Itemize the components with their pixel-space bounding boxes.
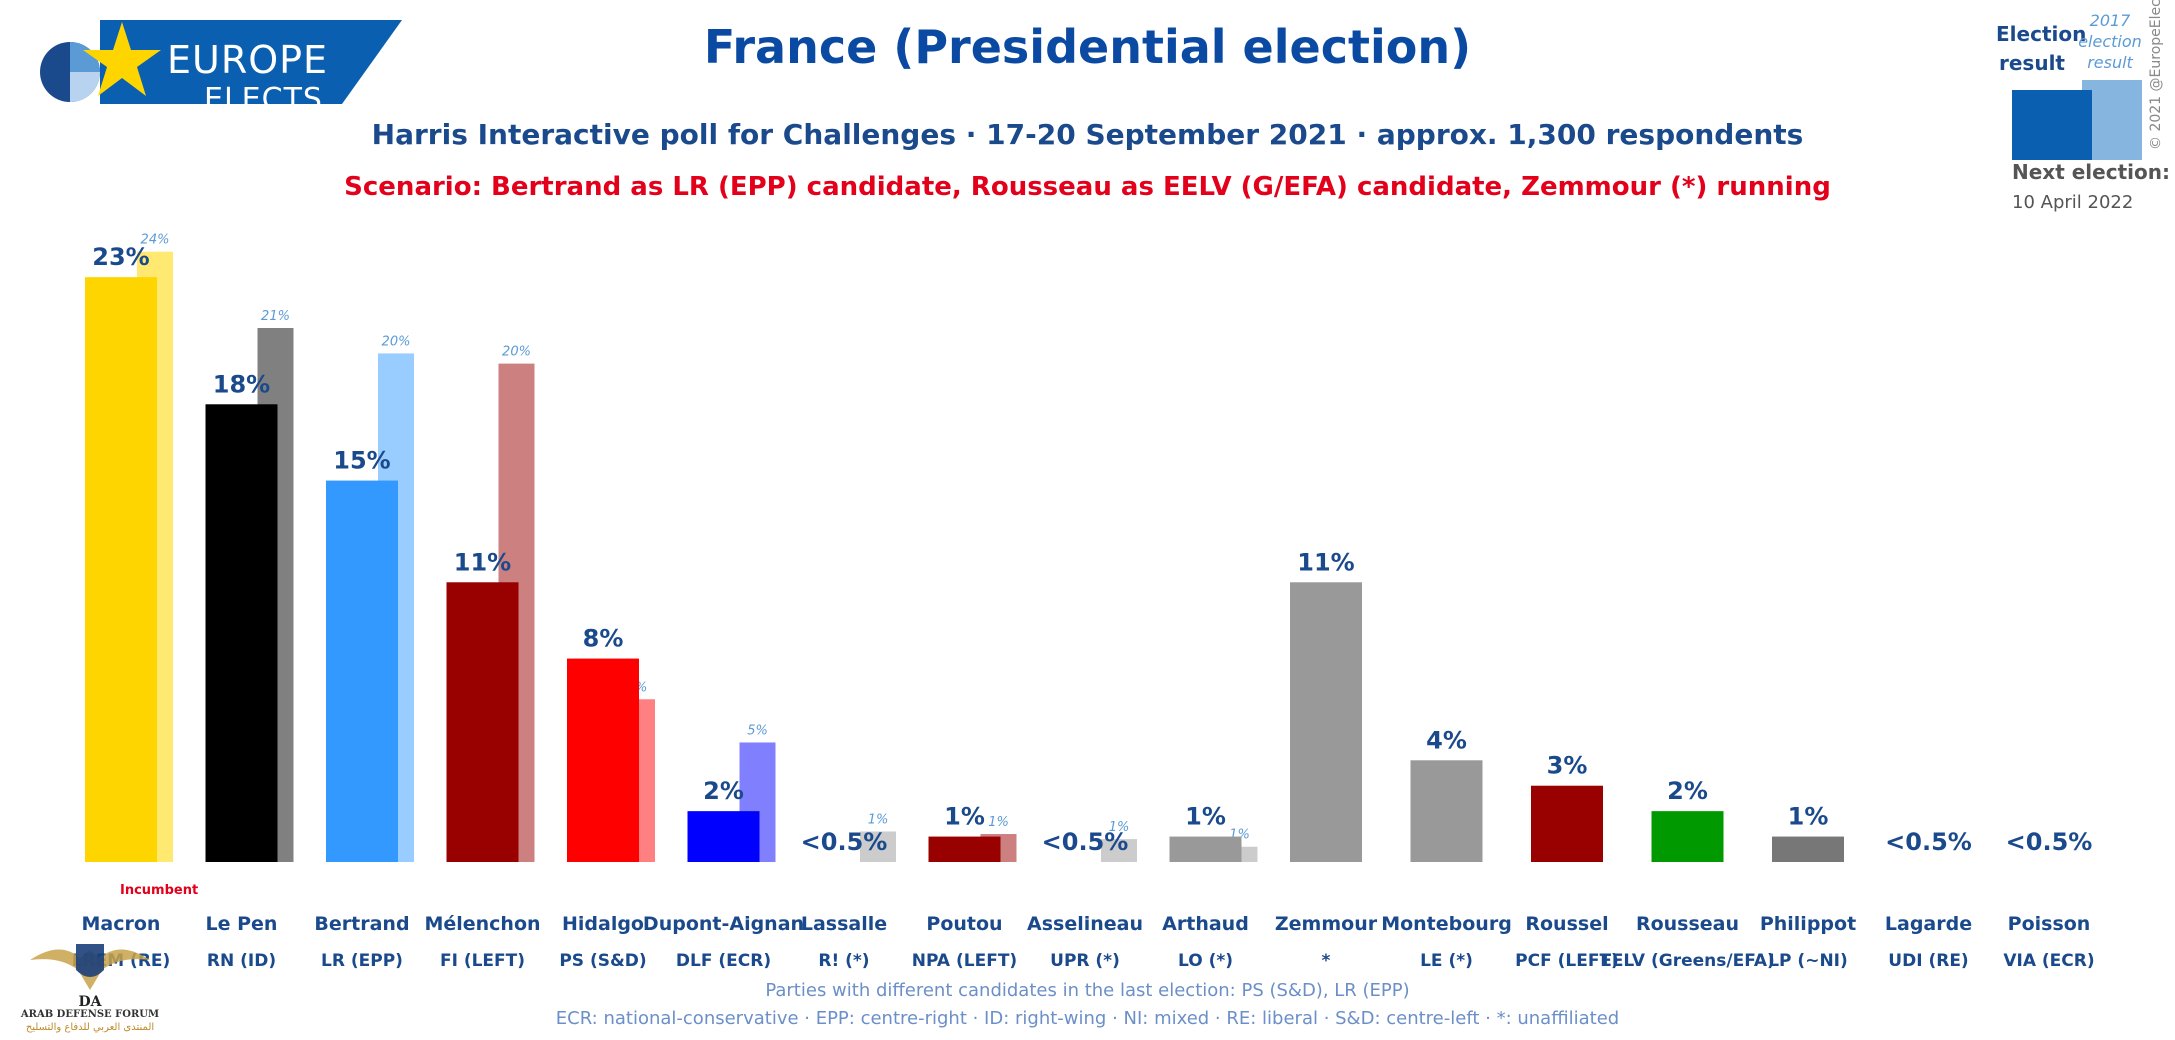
- party-label-philippot: LP (~NI): [1768, 951, 1848, 971]
- legend-swatch-current: [2012, 90, 2092, 160]
- value-label-hidalgo: 8%: [583, 625, 624, 653]
- bar-m-lenchon: [446, 582, 519, 862]
- bar-hidalgo: [567, 658, 639, 862]
- value-label-philippot: 1%: [1788, 803, 1829, 831]
- label-2017-bertrand: 20%: [382, 334, 411, 349]
- incumbent-label: Incumbent: [120, 883, 198, 898]
- bar-2017-asselineau: [1101, 839, 1137, 862]
- value-label-lagarde: <0.5%: [1885, 828, 1972, 856]
- value-label-zemmour: 11%: [1297, 548, 1354, 576]
- party-label-rousseau: EELV (Greens/EFA): [1600, 951, 1775, 971]
- label-2017-m-lenchon: 20%: [502, 345, 531, 360]
- party-label-poutou: NPA (LEFT): [912, 951, 1017, 971]
- candidate-name-poutou: Poutou: [926, 913, 1002, 935]
- value-label-arthaud: 1%: [1185, 803, 1226, 831]
- chart-subtitle: Harris Interactive poll for Challenges ·…: [371, 118, 1804, 151]
- party-label-arthaud: LO (*): [1178, 951, 1233, 971]
- value-label-macron: 23%: [92, 243, 149, 271]
- bar-poutou: [928, 836, 1001, 862]
- bar-zemmour: [1290, 582, 1362, 862]
- label-2017-lassalle: 1%: [868, 812, 889, 827]
- party-label-dupont-aignan: DLF (ECR): [676, 951, 771, 971]
- candidate-name-rousseau: Rousseau: [1636, 913, 1739, 935]
- value-label-rousseau: 2%: [1667, 777, 1708, 805]
- arab-defense-forum-watermark: DA ARAB DEFENSE FORUM المنتدى العربي للد…: [20, 930, 160, 1035]
- label-2017-le-pen: 21%: [261, 309, 290, 324]
- next-election-label: Next election:: [2012, 160, 2170, 184]
- copyright: © 2021 @EuropeElects: [2148, 0, 2164, 150]
- value-label-lassalle: <0.5%: [801, 828, 888, 856]
- value-label-asselineau: <0.5%: [1042, 828, 1129, 856]
- svg-text:DA: DA: [78, 994, 102, 1010]
- party-label-zemmour: *: [1322, 951, 1331, 971]
- candidate-name-lassalle: Lassalle: [801, 913, 887, 935]
- logo-text-europe: EUROPE: [167, 38, 329, 82]
- next-election-date: 10 April 2022: [2012, 192, 2134, 213]
- legend-swatch-2017: [2082, 80, 2142, 160]
- party-label-asselineau: UPR (*): [1050, 951, 1120, 971]
- watermark-emblem: DA: [30, 944, 150, 1010]
- party-label-montebourg: LE (*): [1420, 951, 1473, 971]
- bar-2017-lassalle: [860, 831, 896, 862]
- label-2017-poutou: 1%: [988, 815, 1009, 830]
- candidate-name-dupont-aignan: Dupont-Aignan: [643, 913, 804, 935]
- party-label-le-pen: RN (ID): [207, 951, 276, 971]
- party-label-bertrand: LR (EPP): [321, 951, 403, 971]
- legend-election-result: Election result: [1996, 22, 2087, 75]
- candidate-name-macron: Macron: [82, 913, 161, 935]
- candidate-name-hidalgo: Hidalgo: [562, 913, 644, 935]
- candidate-name-roussel: Roussel: [1525, 913, 1608, 935]
- watermark-text-ar: المنتدى العربي للدفاع والتسليح: [25, 1022, 155, 1033]
- label-2017-macron: 24%: [141, 233, 170, 248]
- value-label-roussel: 3%: [1547, 752, 1588, 780]
- value-label-poutou: 1%: [944, 803, 985, 831]
- value-label-dupont-aignan: 2%: [703, 777, 744, 805]
- bar-montebourg: [1410, 760, 1483, 862]
- bar-rousseau: [1651, 811, 1724, 862]
- candidate-name-bertrand: Bertrand: [314, 913, 409, 935]
- candidate-name-poisson: Poisson: [2008, 913, 2091, 935]
- bar-arthaud: [1169, 836, 1242, 862]
- value-label-montebourg: 4%: [1426, 726, 1467, 754]
- legend-2017-result: 2017 election result: [2078, 11, 2142, 72]
- bar-bertrand: [326, 480, 398, 862]
- logo-graphic: [40, 20, 402, 104]
- party-label-lassalle: R! (*): [818, 951, 869, 971]
- value-label-le-pen: 18%: [213, 370, 270, 398]
- party-label-poisson: VIA (ECR): [2003, 951, 2094, 971]
- chart-title: France (Presidential election): [703, 20, 1472, 74]
- europe-elects-logo: EUROPE ELECTS: [30, 20, 410, 117]
- value-label-bertrand: 15%: [333, 447, 390, 475]
- party-label-lagarde: UDI (RE): [1888, 951, 1968, 971]
- value-label-poisson: <0.5%: [2006, 828, 2093, 856]
- candidate-name-asselineau: Asselineau: [1027, 913, 1143, 935]
- label-2017-asselineau: 1%: [1109, 820, 1130, 835]
- party-label-roussel: PCF (LEFT): [1515, 951, 1619, 971]
- party-label-m-lenchon: FI (LEFT): [440, 951, 525, 971]
- bar-dupont-aignan: [687, 811, 760, 862]
- value-label-m-lenchon: 11%: [454, 548, 511, 576]
- candidate-name-m-lenchon: Mélenchon: [424, 913, 540, 935]
- candidate-name-arthaud: Arthaud: [1162, 913, 1249, 935]
- logo-text-elects: ELECTS: [204, 82, 323, 117]
- candidate-name-lagarde: Lagarde: [1885, 913, 1972, 935]
- party-label-hidalgo: PS (S&D): [559, 951, 646, 971]
- candidate-name-montebourg: Montebourg: [1381, 913, 1512, 935]
- bar-macron: [85, 277, 157, 863]
- label-2017-dupont-aignan: 5%: [747, 723, 768, 738]
- bar-philippot: [1772, 836, 1844, 862]
- note-different-candidates: Parties with different candidates in the…: [765, 980, 1410, 1001]
- note-party-legend: ECR: national-conservative · EPP: centre…: [555, 1008, 1620, 1029]
- legend: Election result 2017 election result: [1990, 10, 2175, 230]
- bar-roussel: [1531, 785, 1603, 862]
- candidate-name-le-pen: Le Pen: [206, 913, 278, 935]
- candidate-name-philippot: Philippot: [1760, 913, 1856, 935]
- scenario-text: Scenario: Bertrand as LR (EPP) candidate…: [344, 172, 1831, 202]
- bar-le-pen: [205, 404, 278, 862]
- candidate-name-zemmour: Zemmour: [1275, 913, 1378, 935]
- watermark-text-en: ARAB DEFENSE FORUM: [20, 1009, 160, 1020]
